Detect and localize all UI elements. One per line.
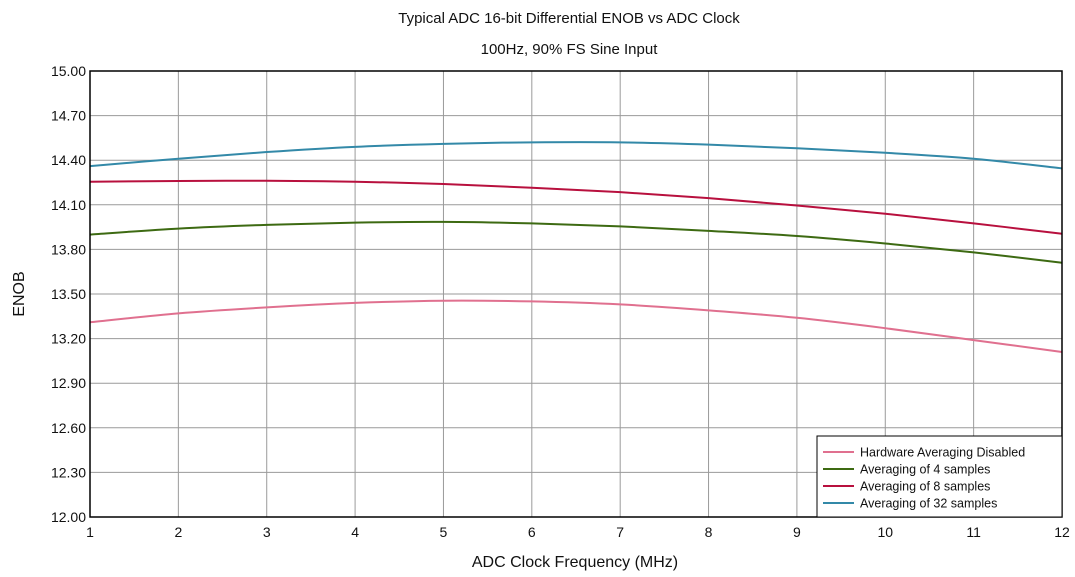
y-tick-label: 12.00 (51, 509, 86, 525)
y-tick-label: 12.60 (51, 420, 86, 436)
legend-label: Averaging of 4 samples (860, 463, 990, 477)
y-tick-label: 12.30 (51, 464, 86, 480)
legend: Hardware Averaging Disabled Averaging of … (816, 435, 1063, 518)
x-tick-label: 9 (793, 524, 801, 540)
legend-label: Averaging of 8 samples (860, 480, 990, 494)
chart-subtitle: 100Hz, 90% FS Sine Input (481, 41, 659, 58)
series-lines (89, 141, 1063, 353)
y-axis-ticks: 12.00 12.30 12.60 12.90 13.20 13.50 13.80 14.10… (51, 63, 86, 525)
chart-title: Typical ADC 16-bit Differential ENOB vs … (398, 10, 740, 27)
x-axis-ticks: 1 2 3 4 5 6 7 8 9 10 11 12 (86, 524, 1070, 540)
series-line-4 (89, 141, 1063, 170)
x-tick-label: 8 (705, 524, 713, 540)
y-tick-label: 14.70 (51, 108, 86, 124)
x-tick-label: 5 (440, 524, 448, 540)
y-tick-label: 12.90 (51, 375, 86, 391)
x-tick-label: 10 (877, 524, 893, 540)
x-axis-label: ADC Clock Frequency (MHz) (472, 554, 678, 571)
y-tick-label: 13.20 (51, 331, 86, 347)
y-axis-label: ENOB (11, 271, 28, 316)
x-tick-label: 1 (86, 524, 94, 540)
series-line-2 (89, 220, 1063, 264)
legend-label: Hardware Averaging Disabled (860, 446, 1025, 460)
x-tick-label: 7 (616, 524, 624, 540)
legend-label: Averaging of 32 samples (860, 497, 997, 511)
series-line-3 (89, 179, 1063, 235)
y-tick-label: 15.00 (51, 63, 86, 79)
y-tick-label: 13.50 (51, 286, 86, 302)
x-tick-label: 2 (174, 524, 182, 540)
y-tick-label: 14.10 (51, 197, 86, 213)
plot-area (89, 70, 1063, 518)
x-tick-label: 4 (351, 524, 359, 540)
x-tick-label: 12 (1054, 524, 1070, 540)
y-tick-label: 13.80 (51, 241, 86, 257)
x-tick-label: 6 (528, 524, 536, 540)
x-tick-label: 11 (966, 524, 981, 540)
x-tick-label: 3 (263, 524, 271, 540)
series-line-1 (89, 299, 1063, 353)
y-tick-label: 14.40 (51, 152, 86, 168)
legend-box (816, 435, 1063, 518)
